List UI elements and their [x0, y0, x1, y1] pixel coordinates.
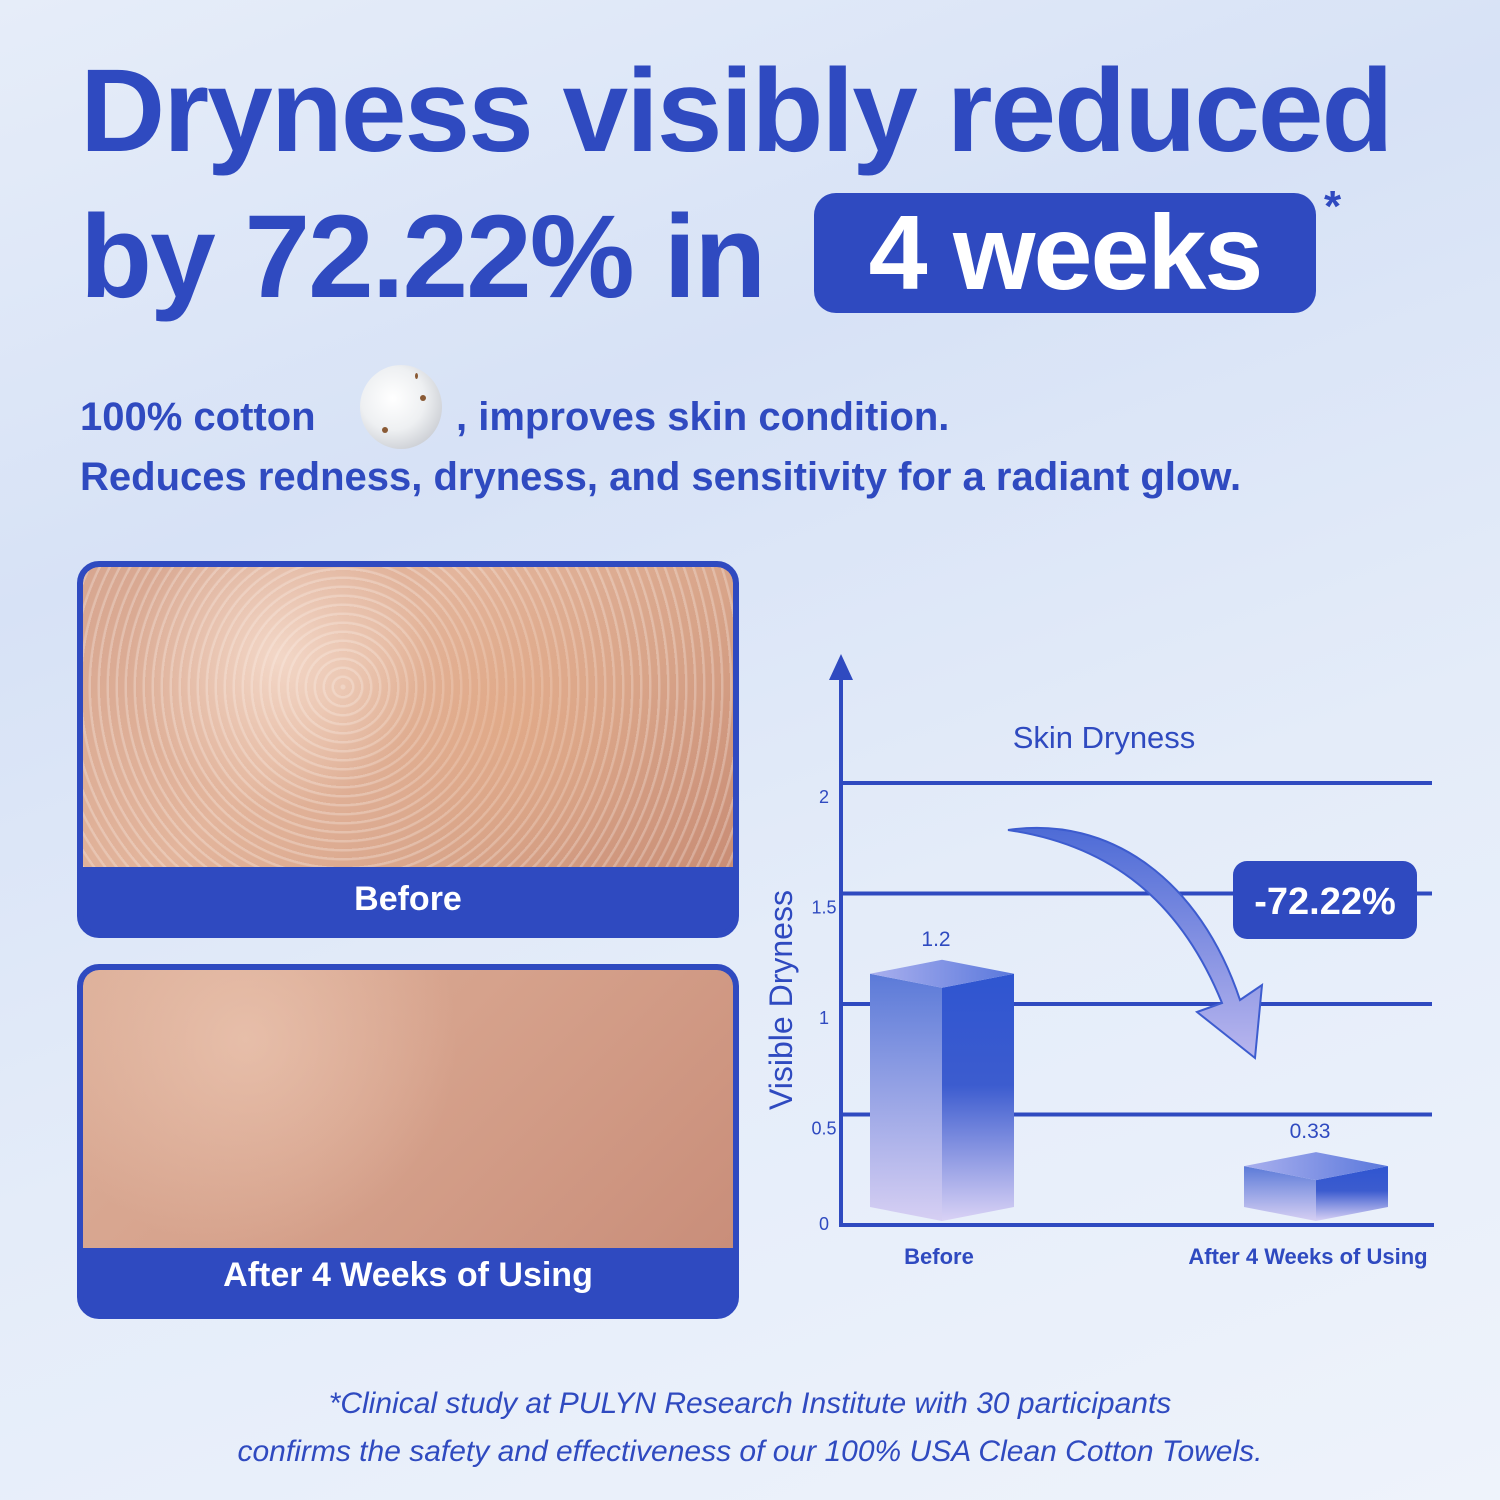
bar-top-face	[870, 959, 1014, 988]
before-caption: Before	[354, 880, 462, 918]
footnote-line-1: *Clinical study at PULYN Research Instit…	[328, 1387, 1172, 1420]
before-skin-photo	[83, 567, 733, 867]
after-skin-photo	[83, 970, 733, 1248]
bar-side-face	[942, 973, 1014, 1221]
asterisk: *	[1324, 182, 1342, 231]
bar-front-face	[870, 973, 942, 1221]
headline-line-1: Dryness visibly reduced	[80, 45, 1394, 177]
footnote-line-2: confirms the safety and effectiveness of…	[237, 1435, 1263, 1468]
chart-title: Skin Dryness	[1013, 720, 1196, 755]
headline-highlight-badge: 4 weeks	[814, 193, 1316, 313]
y-tick-label: 0	[819, 1214, 829, 1234]
y-tick-label: 2	[819, 787, 829, 807]
subheadline-part-1: 100% cotton	[80, 395, 316, 439]
before-photo-card: Before	[77, 561, 739, 938]
y-axis-label: Visible Dryness	[763, 890, 799, 1110]
y-axis-arrow-icon	[829, 654, 853, 680]
decrease-arrow-icon	[1007, 826, 1264, 1060]
bar-front-face	[1244, 1166, 1316, 1221]
y-tick-label: 1.5	[811, 898, 836, 918]
reduction-badge-text: -72.22%	[1254, 881, 1396, 923]
after-caption: After 4 Weeks of Using	[223, 1256, 593, 1294]
bar-data-label: 1.2	[921, 928, 950, 951]
reduction-badge	[1233, 861, 1417, 939]
bar-top-face	[1244, 1152, 1388, 1181]
x-category-label: After 4 Weeks of Using	[1188, 1244, 1427, 1269]
subheadline-part-2: , improves skin condition.	[456, 395, 950, 439]
bar-side-face	[1316, 1166, 1388, 1221]
x-category-label: Before	[904, 1244, 974, 1269]
y-tick-label: 1	[819, 1008, 829, 1028]
y-tick-label: 0.5	[811, 1119, 836, 1139]
cotton-boll-icon	[360, 365, 442, 449]
headline-line-2: by 72.22% in	[80, 191, 766, 323]
subheadline-line-2: Reduces redness, dryness, and sensitivit…	[80, 455, 1242, 499]
after-photo-card: After 4 Weeks of Using	[77, 964, 739, 1319]
bar-data-label: 0.33	[1290, 1120, 1331, 1143]
